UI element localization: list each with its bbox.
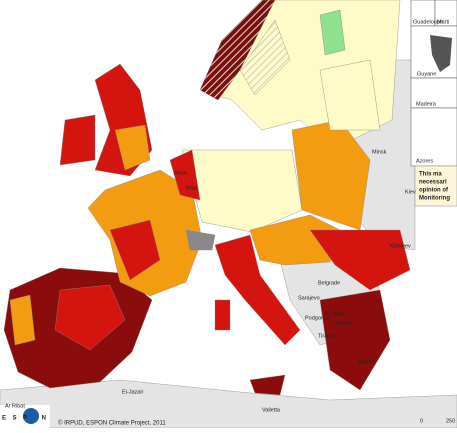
notice-text: Monitoring — [419, 196, 450, 202]
city-label: Belgrade — [318, 280, 340, 286]
city-label: Ar Ribat — [5, 403, 25, 409]
city-label: Amst — [174, 170, 187, 176]
notice-text: opinion of — [419, 188, 449, 194]
city-label: Podgorica — [305, 315, 331, 321]
city-label: Brus — [186, 185, 198, 191]
scale-label: 0 — [420, 418, 423, 424]
city-label: Kiev — [405, 189, 416, 195]
city-label: El-Jazair — [122, 389, 144, 395]
inset-label: Guyane — [417, 71, 436, 77]
city-label: Tirana — [318, 333, 334, 339]
notice-text: necessari — [419, 180, 447, 186]
city-label: Valletta — [262, 407, 281, 413]
credit: © IRPUD, ESPON Climate Project, 2011 — [58, 420, 166, 427]
logo: ESP N — [2, 416, 46, 422]
city-label: Minsk — [372, 149, 387, 155]
city-label: Athens — [358, 359, 375, 365]
inset-label: Azores — [416, 158, 433, 164]
city-label: Pristina — [325, 311, 344, 317]
inset-label: Guadeloupe — [413, 19, 443, 25]
city-label: Kishinev — [390, 243, 411, 249]
city-label: Sarajevo — [298, 295, 320, 301]
notice-text: This ma — [419, 172, 442, 178]
scale-label: 250 — [446, 418, 455, 424]
inset-label: Madeira — [416, 101, 437, 107]
city-label: Skopje — [335, 320, 352, 326]
inset-label: Marti — [437, 19, 449, 25]
